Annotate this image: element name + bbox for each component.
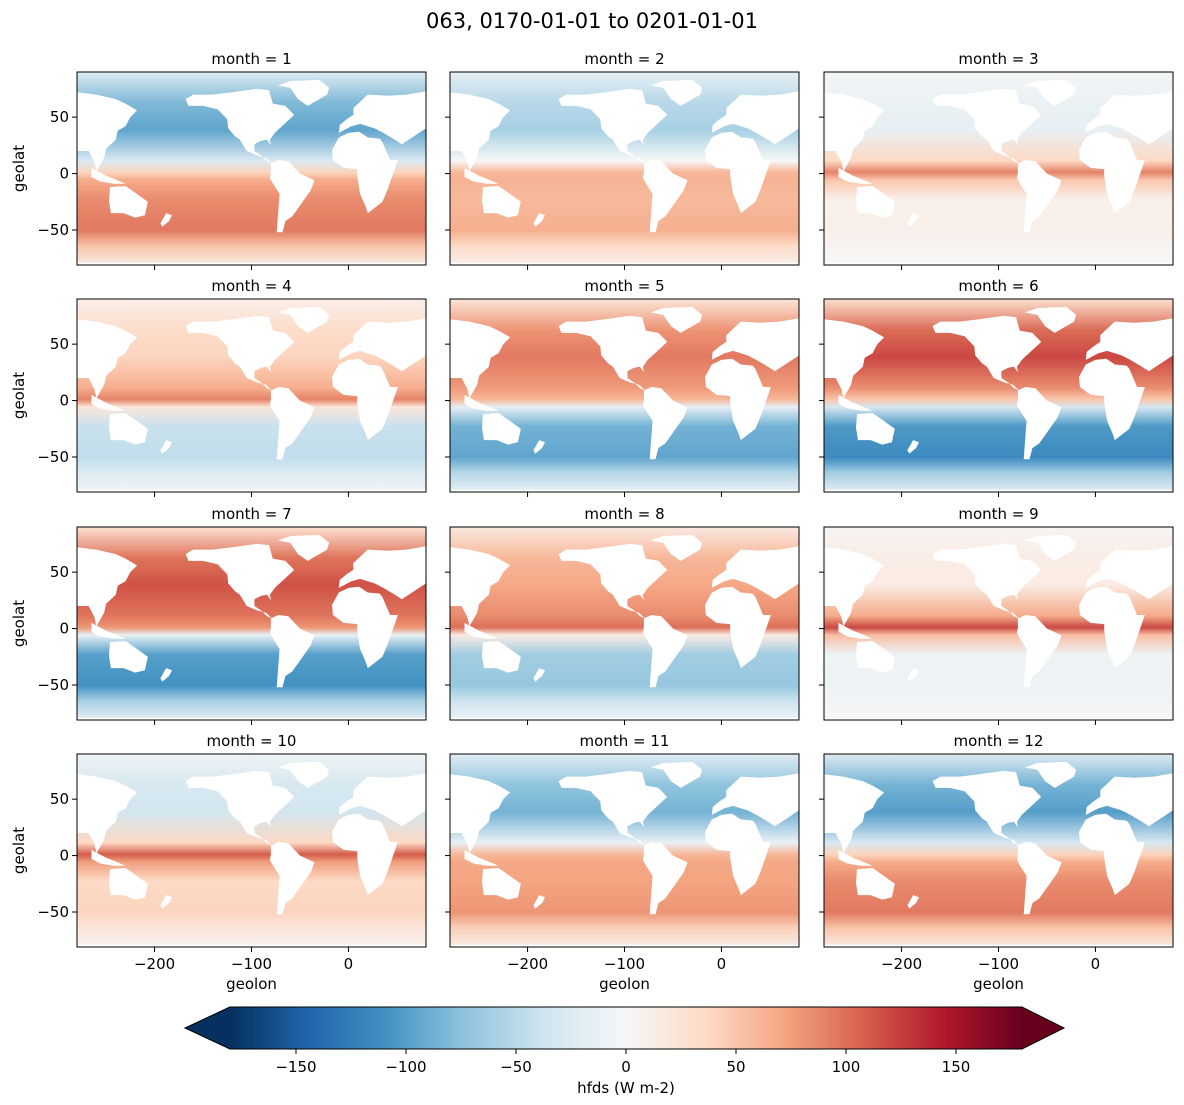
y-axis-label: geolat <box>10 145 28 192</box>
y-axis-label: geolat <box>10 827 28 874</box>
land-mask <box>77 761 426 947</box>
panel-title: month = 10 <box>207 732 297 750</box>
y-tick-label: −50 <box>37 676 69 694</box>
x-axis-label: geolon <box>973 975 1024 993</box>
panel-month-6: month = 6 <box>819 277 1174 497</box>
y-tick-label: −50 <box>37 448 69 466</box>
panel-month-5: month = 5 <box>445 277 800 497</box>
panel-title: month = 5 <box>584 277 664 295</box>
colorbar-tick-label: 150 <box>942 1058 971 1076</box>
panel-title: month = 6 <box>958 277 1038 295</box>
x-tick-label: −100 <box>604 955 645 973</box>
land-mask <box>77 534 426 720</box>
colorbar-tick-label: −100 <box>385 1058 426 1076</box>
land-mask <box>824 534 1173 720</box>
colorbar-gradient <box>230 1007 1022 1049</box>
panel-title: month = 3 <box>958 50 1038 68</box>
panels-grid: month = 1 −50 0 50 geolat month = 2 month = 3 m… <box>10 50 1174 993</box>
y-tick-label: 0 <box>59 620 69 638</box>
y-axis-label: geolat <box>10 600 28 647</box>
land-mask <box>450 534 799 720</box>
x-tick-label: 0 <box>717 955 727 973</box>
land-mask <box>824 79 1173 265</box>
panel-month-10: month = 10 −50 0 50 −200 −100 0 geolat geolon <box>10 732 427 993</box>
panel-month-9: month = 9 <box>819 505 1174 725</box>
x-tick-label: −200 <box>134 955 175 973</box>
y-axis-label: geolat <box>10 372 28 419</box>
panel-title: month = 7 <box>211 505 291 523</box>
x-tick-label: 0 <box>344 955 354 973</box>
panel-month-8: month = 8 <box>445 505 800 725</box>
panel-month-11: month = 11 −200 −100 0 geolon <box>445 732 800 993</box>
colorbar-tick-label: −150 <box>275 1058 316 1076</box>
y-tick-label: −50 <box>37 903 69 921</box>
colorbar-label: hfds (W m-2) <box>577 1079 675 1097</box>
panel-title: month = 1 <box>211 50 291 68</box>
colorbar-tick-label: 100 <box>832 1058 861 1076</box>
y-tick-label: 50 <box>50 108 69 126</box>
panel-title: month = 9 <box>958 505 1038 523</box>
panel-title: month = 11 <box>580 732 670 750</box>
panel-month-3: month = 3 <box>819 50 1174 270</box>
figure-title: 063, 0170-01-01 to 0201-01-01 <box>426 9 758 33</box>
land-mask <box>77 79 426 265</box>
colorbar-tick-label: −50 <box>500 1058 532 1076</box>
panel-title: month = 8 <box>584 505 664 523</box>
colorbar-tick-label: 0 <box>621 1058 631 1076</box>
y-tick-label: 50 <box>50 563 69 581</box>
colorbar-tick-label: 50 <box>726 1058 745 1076</box>
x-tick-label: −100 <box>231 955 272 973</box>
panel-month-2: month = 2 <box>445 50 800 270</box>
panel-title: month = 4 <box>211 277 291 295</box>
colorbar-outline <box>183 1006 1066 1050</box>
panel-month-12: month = 12 −200 −100 0 geolon <box>819 732 1174 993</box>
land-mask <box>450 306 799 492</box>
colorbar-extend-min <box>185 1007 230 1049</box>
colorbar: −150 −100 −50 0 50 100 150 hfds (W m-2) <box>183 1006 1066 1097</box>
land-mask <box>450 79 799 265</box>
x-tick-label: −100 <box>978 955 1019 973</box>
land-mask <box>77 306 426 492</box>
panel-month-1: month = 1 −50 0 50 geolat <box>10 50 427 270</box>
land-mask <box>450 761 799 947</box>
y-tick-label: 0 <box>59 847 69 865</box>
x-axis-label: geolon <box>226 975 277 993</box>
y-tick-label: −50 <box>37 221 69 239</box>
y-tick-label: 0 <box>59 165 69 183</box>
panel-month-4: month = 4 −50 0 50 geolat <box>10 277 427 497</box>
x-tick-label: −200 <box>881 955 922 973</box>
x-tick-label: 0 <box>1091 955 1101 973</box>
land-mask <box>824 761 1173 947</box>
panel-month-7: month = 7 −50 0 50 geolat <box>10 505 427 725</box>
y-tick-label: 0 <box>59 392 69 410</box>
x-tick-label: −200 <box>507 955 548 973</box>
y-tick-label: 50 <box>50 790 69 808</box>
colorbar-extend-max <box>1022 1007 1064 1049</box>
x-axis-label: geolon <box>599 975 650 993</box>
y-tick-label: 50 <box>50 335 69 353</box>
panel-title: month = 12 <box>954 732 1044 750</box>
panel-title: month = 2 <box>584 50 664 68</box>
land-mask <box>824 306 1173 492</box>
